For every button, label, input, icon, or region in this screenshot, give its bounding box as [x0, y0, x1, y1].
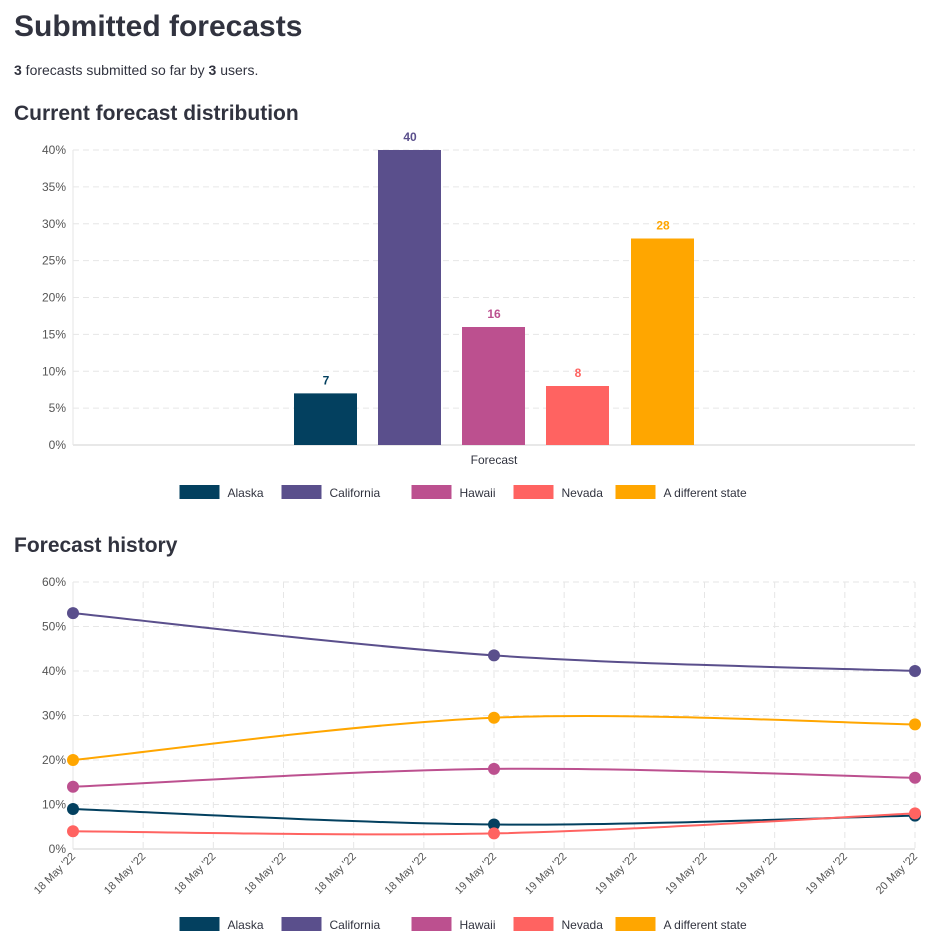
point-a-different-state	[67, 754, 79, 766]
legend-label: Nevada	[562, 486, 604, 500]
y-tick-label: 15%	[42, 327, 66, 341]
y-tick-label: 30%	[42, 217, 66, 231]
legend-label: Alaska	[228, 486, 264, 500]
legend-swatch	[513, 485, 554, 499]
y-tick-label: 0%	[49, 842, 67, 856]
x-axis-label: Forecast	[471, 453, 518, 467]
legend-label: Hawaii	[460, 918, 496, 932]
legend-swatch	[179, 917, 220, 931]
data-label: 16	[487, 307, 501, 321]
y-tick-label: 35%	[42, 180, 66, 194]
legend-label: Nevada	[562, 918, 604, 932]
x-tick-label: 20 May '22	[874, 851, 920, 897]
line-chart-title: Forecast history	[14, 534, 178, 557]
y-tick-label: 20%	[42, 291, 66, 305]
x-tick-label: 18 May '22	[312, 851, 358, 897]
legend-swatch	[411, 917, 452, 931]
x-tick-label: 19 May '22	[523, 851, 569, 897]
user-count: 3	[208, 62, 217, 78]
bar-chart: 0% 5% 10% 15% 20% 25% 30% 35% 40% 7 40 16 8 28 Forecas…	[42, 130, 915, 500]
legend-swatch	[513, 917, 554, 931]
point-a-different-state	[909, 718, 921, 731]
x-tick-label: 18 May '22	[242, 851, 288, 897]
legend-label: Alaska	[228, 918, 264, 932]
point-nevada	[488, 827, 500, 840]
y-tick-label: 10%	[42, 364, 66, 378]
legend-swatch	[281, 485, 322, 499]
x-tick-label: 18 May '22	[102, 851, 148, 897]
y-tick-label: 60%	[42, 575, 66, 589]
point-california	[67, 607, 79, 620]
point-nevada	[909, 807, 921, 820]
x-tick-label: 19 May '22	[663, 851, 709, 897]
x-tick-label: 19 May '22	[804, 851, 850, 897]
y-tick-label: 5%	[49, 401, 67, 415]
point-alaska	[488, 818, 500, 831]
page-title: Submitted forecasts	[14, 10, 303, 43]
bar-a-different-state	[631, 238, 694, 445]
data-label: 40	[403, 130, 417, 144]
y-tick-label: 30%	[42, 709, 66, 723]
point-alaska	[67, 802, 79, 815]
x-tick-label: 18 May '22	[32, 851, 78, 897]
bar-california	[378, 150, 441, 445]
bar-alaska	[294, 393, 357, 445]
legend-label: California	[330, 918, 381, 932]
point-california	[488, 649, 500, 662]
y-tick-label: 10%	[42, 798, 66, 812]
legend-label: A different state	[664, 486, 747, 500]
x-tick-label: 18 May '22	[172, 851, 218, 897]
bar-hawaii	[462, 327, 525, 445]
legend-label: Hawaii	[460, 486, 496, 500]
x-tick-label: 19 May '22	[593, 851, 639, 897]
y-tick-label: 25%	[42, 254, 66, 268]
point-a-different-state	[488, 711, 500, 724]
legend-swatch	[179, 485, 220, 499]
summary-label-end: users.	[216, 62, 259, 78]
legend-swatch	[615, 485, 656, 499]
x-tick-label: 19 May '22	[453, 851, 499, 897]
data-label: 28	[656, 219, 670, 233]
legend-swatch	[615, 917, 656, 931]
y-tick-label: 20%	[42, 753, 66, 767]
legend-label: California	[330, 486, 381, 500]
legend-swatch	[281, 917, 322, 931]
summary-text: 3 forecasts submitted so far by 3 users.	[14, 62, 258, 78]
y-tick-label: 40%	[42, 664, 66, 678]
bar-chart-title: Current forecast distribution	[14, 102, 299, 125]
point-hawaii	[67, 780, 79, 793]
x-tick-label: 19 May '22	[733, 851, 779, 897]
point-nevada	[67, 825, 79, 838]
legend-label: A different state	[664, 918, 747, 932]
point-hawaii	[909, 771, 921, 784]
y-tick-label: 40%	[42, 143, 66, 157]
y-tick-label: 50%	[42, 620, 66, 634]
data-label: 7	[323, 373, 330, 387]
bar-nevada	[546, 386, 609, 445]
forecast-count: 3	[14, 62, 22, 78]
point-hawaii	[488, 762, 500, 775]
legend-swatch	[411, 485, 452, 499]
data-label: 8	[575, 366, 582, 380]
summary-label: forecasts submitted so far by	[21, 62, 209, 78]
x-tick-label: 18 May '22	[383, 851, 429, 897]
point-california	[909, 665, 921, 677]
y-tick-label: 0%	[49, 438, 67, 452]
